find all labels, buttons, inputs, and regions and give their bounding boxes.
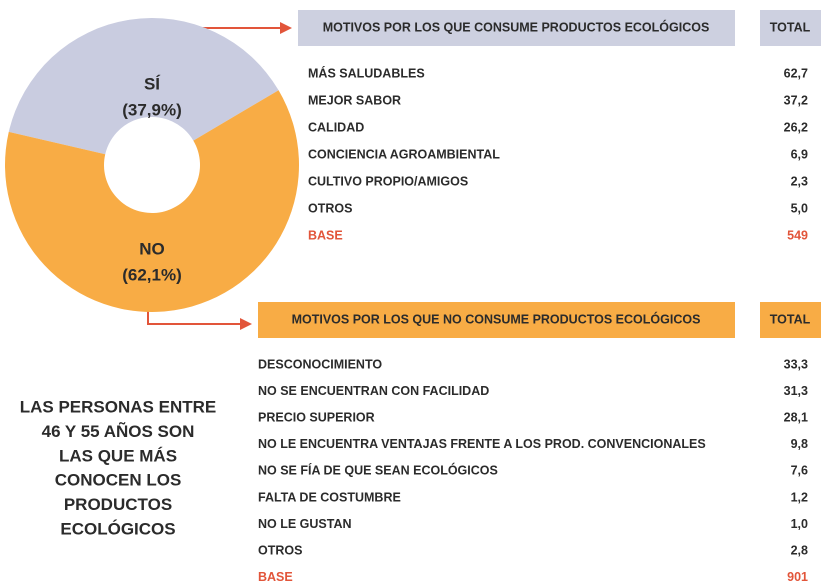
row-label: MEJOR SABOR	[308, 93, 401, 107]
note: LAS PERSONAS ENTRE 46 Y 55 AÑOS SON LAS QU…	[20, 397, 216, 538]
header-box	[298, 10, 735, 46]
donut: SÍ (37,9%) NO (62,1%)	[4, 17, 300, 312]
header-box	[760, 302, 821, 338]
row-label: OTROS	[308, 201, 352, 215]
row-label: CONCIENCIA AGROAMBIENTAL	[308, 147, 500, 161]
table-total-header: TOTAL	[770, 20, 811, 34]
note-line: LAS QUE MÁS	[59, 446, 177, 465]
row-label: NO SE ENCUENTRAN CON FACILIDAD	[258, 384, 489, 398]
row-value: 1,2	[791, 490, 808, 504]
row-value: 1,0	[791, 517, 808, 531]
row-label: NO SE FÍA DE QUE SEAN ECOLÓGICOS	[258, 463, 498, 478]
row-value: 2,3	[791, 174, 808, 188]
row-value: 901	[787, 570, 808, 584]
row-label: BASE	[308, 228, 343, 242]
slice-label: SÍ	[144, 74, 161, 93]
row-value: 37,2	[784, 93, 808, 107]
row-value: 549	[787, 228, 808, 242]
table-total-header: TOTAL	[770, 312, 811, 326]
slice-value-label: (62,1%)	[122, 265, 182, 284]
header-box	[258, 302, 735, 338]
row-value: 6,9	[791, 147, 808, 161]
note-line: ECOLÓGICOS	[60, 519, 175, 538]
donut-slice	[4, 90, 300, 312]
note-line: PRODUCTOS	[64, 495, 172, 514]
row-label: CALIDAD	[308, 120, 364, 134]
row-value: 5,0	[791, 201, 808, 215]
row-value: 9,8	[791, 437, 808, 451]
row-label: NO LE ENCUENTRA VENTAJAS FRENTE A LOS PR…	[258, 437, 706, 451]
row-value: 28,1	[784, 410, 808, 424]
note-line: 46 Y 55 AÑOS SON	[42, 421, 195, 441]
row-label: NO LE GUSTAN	[258, 517, 352, 531]
slice-value-label: (37,9%)	[122, 100, 182, 119]
header-box	[760, 10, 821, 46]
table-header: MOTIVOS POR LOS QUE CONSUME PRODUCTOS EC…	[323, 19, 710, 34]
row-label: PRECIO SUPERIOR	[258, 410, 375, 424]
row-value: 26,2	[784, 120, 808, 134]
arrowhead	[240, 318, 252, 330]
row-label: DESCONOCIMIENTO	[258, 357, 382, 371]
row-label: CULTIVO PROPIO/AMIGOS	[308, 174, 468, 188]
row-label: FALTA DE COSTUMBRE	[258, 490, 401, 504]
row-value: 31,3	[784, 384, 808, 398]
note-line: LAS PERSONAS ENTRE	[20, 397, 216, 416]
slice-label: NO	[139, 239, 165, 258]
note-line: CONOCEN LOS	[55, 471, 182, 490]
arrowhead	[280, 22, 292, 34]
row-label: OTROS	[258, 543, 302, 557]
row-label: MÁS SALUDABLES	[308, 65, 425, 80]
donut-slice	[8, 17, 279, 155]
table-header: MOTIVOS POR LOS QUE NO CONSUME PRODUCTOS…	[292, 311, 701, 326]
row-label: BASE	[258, 570, 293, 584]
row-value: 7,6	[791, 464, 808, 478]
row-value: 33,3	[784, 357, 808, 371]
row-value: 2,8	[791, 543, 808, 557]
tables: MOTIVOS POR LOS QUE CONSUME PRODUCTOS EC…	[258, 19, 811, 584]
row-value: 62,7	[784, 66, 808, 80]
